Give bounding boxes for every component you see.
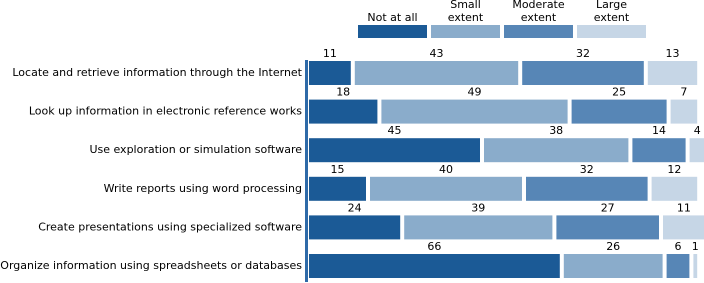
bar-segment	[526, 176, 648, 201]
category-label: Write reports using word processing	[104, 182, 302, 195]
value-label: 11	[677, 201, 691, 214]
value-label: 24	[348, 201, 362, 214]
value-label: 7	[680, 86, 687, 99]
bar-segment	[563, 254, 663, 278]
bar-segment	[632, 138, 686, 163]
bar-segment	[404, 215, 553, 240]
value-label: 26	[606, 240, 620, 253]
category-label: Locate and retrieve information through …	[12, 66, 302, 79]
legend-swatch	[577, 25, 646, 38]
legend-label: Moderate extent	[512, 0, 565, 24]
value-label: 45	[388, 124, 402, 137]
bar-segment	[381, 99, 568, 124]
legend-label: Small extent	[447, 0, 484, 24]
bar-segment	[354, 61, 519, 85]
value-label: 66	[427, 240, 441, 253]
bar-segment	[689, 138, 704, 163]
bar-segment	[651, 176, 698, 201]
legend-swatch	[431, 25, 500, 38]
value-label: 15	[331, 163, 345, 176]
category-label: Create presentations using specialized s…	[38, 220, 302, 233]
value-label: 27	[601, 201, 615, 214]
value-label: 14	[652, 124, 666, 137]
value-label: 49	[468, 86, 482, 99]
value-label: 11	[323, 47, 337, 60]
value-label: 25	[612, 86, 626, 99]
bar-segment	[670, 99, 698, 124]
value-label: 1	[692, 240, 699, 253]
value-label: 12	[667, 163, 681, 176]
bar-segment	[571, 99, 667, 124]
category-label: Use exploration or simulation software	[89, 143, 302, 156]
bar-segment	[309, 138, 480, 163]
bar-segment	[647, 61, 698, 85]
value-label: 6	[675, 240, 682, 253]
value-label: 18	[336, 86, 350, 99]
bar-segment	[309, 99, 378, 124]
bar-segment	[663, 215, 704, 240]
bar-segment	[309, 61, 351, 85]
value-label: 38	[549, 124, 563, 137]
bar-segment	[522, 61, 644, 85]
bar-segment	[370, 176, 522, 201]
bar-segment	[309, 176, 366, 201]
axis-line	[305, 60, 308, 282]
bar-segment	[309, 215, 401, 240]
bar-segment	[693, 254, 698, 278]
value-label: 43	[430, 47, 444, 60]
value-label: 13	[666, 47, 680, 60]
bar-segment	[484, 138, 629, 163]
legend-swatch	[358, 25, 427, 38]
legend-label: Large extent	[593, 0, 630, 24]
value-label: 32	[580, 163, 594, 176]
bar-segment	[666, 254, 690, 278]
category-label: Organize information using spreadsheets …	[0, 259, 302, 272]
value-label: 4	[694, 124, 701, 137]
category-label: Look up information in electronic refere…	[29, 105, 302, 118]
bar-segment	[556, 215, 659, 240]
legend-swatch	[504, 25, 573, 38]
value-label: 39	[471, 201, 485, 214]
value-label: 40	[439, 163, 453, 176]
bar-segment	[309, 254, 560, 278]
value-label: 32	[576, 47, 590, 60]
legend-label: Not at all	[367, 11, 418, 24]
